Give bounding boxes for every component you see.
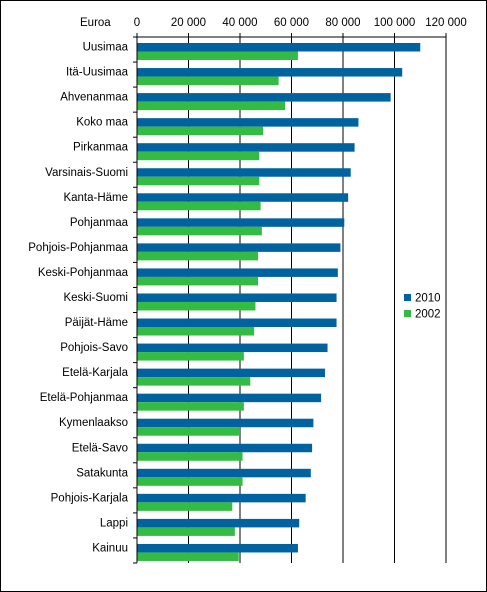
axes bbox=[133, 33, 447, 564]
bar-2010-Itä-Uusimaa bbox=[137, 68, 403, 77]
bar-2010-Keski-Pohjanmaa bbox=[137, 268, 338, 277]
bar-2002-Itä-Uusimaa bbox=[137, 76, 279, 86]
category-label: Pohjois-Savo bbox=[60, 342, 128, 354]
x-tick-label: 60 000 bbox=[274, 17, 309, 29]
x-tick-label: 20 000 bbox=[171, 17, 206, 29]
bar-2010-Etelä-Karjala bbox=[137, 368, 325, 378]
category-label: Kanta-Häme bbox=[63, 192, 128, 204]
bar-2002-Kanta-Häme bbox=[137, 201, 261, 211]
category-label: Pohjois-Karjala bbox=[51, 492, 129, 504]
category-label: Pirkanmaa bbox=[73, 142, 129, 154]
category-label: Ahvenanmaa bbox=[60, 92, 128, 104]
bar-2010-Keski-Suomi bbox=[137, 293, 337, 302]
bar-2002-Etelä-Pohjanmaa bbox=[137, 402, 244, 411]
bar-2010-Etelä-Pohjanmaa bbox=[137, 393, 322, 403]
bar-2002-Lappi bbox=[137, 527, 235, 536]
bar-2002-Keski-Pohjanmaa bbox=[137, 276, 259, 286]
bar-2002-Varsinais-Suomi bbox=[137, 176, 260, 186]
bar-2002-Pohjanmaa bbox=[137, 226, 262, 236]
category-label: Kymenlaakso bbox=[59, 417, 128, 429]
bar-2010-Ahvenanmaa bbox=[137, 93, 391, 102]
bar-2002-Kymenlaakso bbox=[137, 427, 240, 436]
category-label: Lappi bbox=[100, 517, 128, 529]
category-label: Itä-Uusimaa bbox=[66, 67, 129, 79]
bar-2010-Uusimaa bbox=[137, 43, 421, 52]
bar-2002-Pohjois-Pohjanmaa bbox=[137, 251, 259, 261]
bar-2002-Satakunta bbox=[137, 477, 243, 486]
x-tick-label: 100 000 bbox=[374, 17, 416, 29]
category-label: Uusimaa bbox=[83, 42, 129, 54]
bar-2010-Pohjois-Karjala bbox=[137, 493, 306, 503]
category-label: Satakunta bbox=[76, 467, 128, 479]
x-tick-label: 40 000 bbox=[222, 17, 257, 29]
bar-2010-Pirkanmaa bbox=[137, 143, 355, 152]
category-label: Koko maa bbox=[76, 117, 128, 129]
bar-2010-Pohjois-Savo bbox=[137, 343, 328, 353]
x-tick-label: 0 bbox=[134, 17, 140, 29]
category-label: Etelä-Pohjanmaa bbox=[40, 392, 129, 404]
bar-2010-Pohjanmaa bbox=[137, 218, 345, 227]
legend-swatch-2002 bbox=[404, 310, 411, 317]
bar-2010-Satakunta bbox=[137, 468, 311, 478]
bar-2010-Lappi bbox=[137, 518, 300, 528]
category-label: Päijät-Häme bbox=[65, 317, 128, 329]
bar-2010-Varsinais-Suomi bbox=[137, 168, 351, 177]
unit-label: Euroa bbox=[80, 17, 111, 29]
category-label: Kainuu bbox=[92, 542, 128, 554]
x-tick-label: 80 000 bbox=[325, 17, 360, 29]
bar-2002-Uusimaa bbox=[137, 51, 298, 60]
category-label: Pohjanmaa bbox=[70, 217, 129, 229]
bars bbox=[137, 43, 421, 561]
bar-2010-Pohjois-Pohjanmaa bbox=[137, 243, 341, 252]
bar-2002-Pohjois-Savo bbox=[137, 352, 244, 361]
bar-2002-Etelä-Savo bbox=[137, 452, 243, 461]
bar-2010-Etelä-Savo bbox=[137, 443, 313, 453]
legend: 2010 2002 bbox=[404, 293, 441, 321]
category-label: Keski-Pohjanmaa bbox=[38, 267, 129, 279]
bar-2002-Koko maa bbox=[137, 126, 264, 136]
legend-swatch-2010 bbox=[404, 294, 411, 301]
bar-2002-Keski-Suomi bbox=[137, 301, 256, 311]
category-label: Varsinais-Suomi bbox=[45, 167, 128, 179]
bar-2002-Etelä-Karjala bbox=[137, 377, 251, 386]
bar-2010-Päijät-Häme bbox=[137, 318, 337, 328]
bar-2010-Koko maa bbox=[137, 118, 359, 127]
category-label: Keski-Suomi bbox=[63, 292, 128, 304]
bar-2010-Kanta-Häme bbox=[137, 193, 349, 202]
bar-2002-Ahvenanmaa bbox=[137, 101, 286, 111]
x-tick-label: 120 000 bbox=[425, 17, 467, 29]
category-label: Pohjois-Pohjanmaa bbox=[28, 242, 128, 254]
labels: 0 20 000 40 000 60 000 80 000 100 000 120 000 U… bbox=[28, 17, 467, 554]
bar-2002-Päijät-Häme bbox=[137, 327, 255, 336]
bar-2010-Kainuu bbox=[137, 543, 298, 553]
bar-2010-Kymenlaakso bbox=[137, 418, 314, 428]
bar-2002-Pirkanmaa bbox=[137, 151, 260, 161]
legend-label-2010: 2010 bbox=[415, 293, 441, 305]
bar-2002-Kainuu bbox=[137, 552, 239, 561]
legend-label-2002: 2002 bbox=[415, 309, 441, 321]
bar-2002-Pohjois-Karjala bbox=[137, 502, 233, 511]
category-label: Etelä-Savo bbox=[72, 442, 128, 454]
category-label: Etelä-Karjala bbox=[62, 367, 128, 379]
